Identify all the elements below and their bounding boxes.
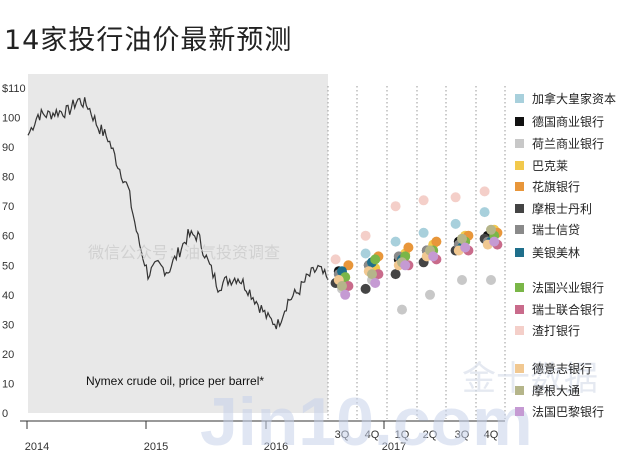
legend-label: 加拿大皇家资本	[532, 91, 616, 106]
forecast-point	[450, 218, 461, 229]
forecast-point	[428, 251, 439, 262]
forecast-point	[367, 269, 377, 280]
legend-label: 美银美林	[532, 246, 580, 260]
legend-label: 渣打银行	[532, 324, 580, 338]
legend-label: 德意志银行	[532, 361, 592, 376]
legend-label: 荷兰商业银行	[532, 136, 604, 151]
y-tick-label: 80	[2, 172, 14, 184]
x-axis: 2014 2015 2016 2017 3Q 4Q 1Q 2Q 3Q 4Q	[20, 420, 505, 453]
forecast-point	[457, 275, 467, 285]
legend-swatch	[515, 364, 524, 373]
forecast-point	[457, 233, 467, 244]
forecast-point	[418, 227, 429, 238]
forecast-point	[425, 289, 435, 300]
forecast-point	[450, 192, 461, 203]
forecast-point	[400, 260, 411, 271]
forecast-point	[360, 230, 371, 241]
legend-swatch	[515, 283, 524, 292]
forecast-point	[479, 207, 490, 218]
forecast-point	[486, 275, 496, 285]
quarter-tick-label: 4Q	[484, 429, 499, 441]
legend-label: 摩根士丹利	[532, 201, 592, 216]
year-tick-label: 2015	[144, 441, 168, 453]
forecast-point	[337, 281, 347, 291]
legend-swatch	[515, 248, 524, 257]
y-tick-label: 20	[2, 349, 14, 361]
forecast-points	[330, 186, 503, 315]
forecast-point	[330, 254, 341, 265]
history-price-line	[27, 97, 329, 330]
forecast-point	[370, 278, 381, 288]
wechat-watermark: 微信公众号：油气投资调查	[88, 243, 280, 262]
y-tick-label: 100	[2, 113, 20, 125]
forecast-point	[431, 236, 442, 247]
legend-swatch	[515, 305, 524, 314]
legend-label: 瑞士信贷	[532, 223, 580, 237]
jin10-cn-watermark: 金十数据	[462, 359, 598, 399]
y-tick-label: 40	[2, 290, 14, 302]
legend-swatch	[515, 225, 524, 234]
y-tick-label: 90	[2, 142, 14, 154]
year-tick-label: 2014	[25, 441, 49, 453]
forecast-point	[360, 283, 371, 294]
year-tick-label: 2016	[264, 441, 288, 453]
forecast-point	[370, 254, 381, 265]
jin10-watermark: Jin10.com	[200, 384, 533, 460]
legend-swatch	[515, 204, 524, 213]
chart-title: 14家投行油价最新预测	[4, 25, 293, 56]
legend-swatch	[515, 94, 524, 103]
legend-swatch	[515, 139, 524, 148]
legend-label: 瑞士联合银行	[532, 302, 604, 317]
legend: 加拿大皇家资本德国商业银行荷兰商业银行巴克莱花旗银行摩根士丹利瑞士信贷美银美林法…	[515, 91, 616, 419]
forecast-point	[486, 224, 496, 235]
y-tick-label: 70	[2, 201, 14, 213]
y-tick-label: 10	[2, 378, 14, 390]
forecast-point	[360, 248, 371, 259]
y-tick-label: 50	[2, 260, 14, 272]
quarter-tick-label: 2Q	[423, 429, 438, 441]
forecast-point	[390, 269, 401, 280]
y-tick-label: 0	[2, 408, 8, 420]
chart-annotation: Nymex crude oil, price per barrel*	[86, 374, 264, 388]
legend-label: 法国兴业银行	[532, 281, 604, 295]
y-tick-label: 60	[2, 231, 14, 243]
quarter-tick-label: 4Q	[365, 429, 380, 441]
forecast-point	[418, 195, 429, 206]
forecast-point	[340, 289, 351, 300]
forecast-point	[343, 260, 354, 271]
legend-label: 花旗银行	[532, 179, 580, 194]
forecast-point	[390, 236, 401, 247]
forecast-point	[403, 242, 414, 253]
quarter-tick-label: 3Q	[335, 429, 350, 441]
history-area	[28, 74, 328, 413]
forecast-point	[397, 304, 407, 315]
y-tick-label: 30	[2, 319, 14, 331]
legend-label: 法国巴黎银行	[532, 405, 604, 419]
legend-label: 摩根大通	[532, 383, 580, 398]
legend-swatch	[515, 117, 524, 126]
forecast-point	[489, 236, 500, 247]
quarter-tick-label: 1Q	[395, 429, 410, 441]
quarter-tick-label: 3Q	[455, 429, 470, 441]
legend-swatch	[515, 326, 524, 335]
legend-swatch	[515, 182, 524, 191]
forecast-gridlines	[327, 86, 506, 419]
y-axis: 0 10 20 30 40 50 60 70 80 90 100 $110	[2, 83, 26, 420]
forecast-point	[479, 186, 490, 197]
forecast-point	[390, 201, 401, 212]
legend-swatch	[515, 407, 524, 416]
forecast-point	[460, 242, 471, 253]
legend-label: 巴克莱	[532, 159, 568, 173]
legend-swatch	[515, 386, 524, 395]
y-tick-label: $110	[2, 83, 26, 95]
year-tick-label: 2017	[382, 441, 406, 453]
legend-swatch	[515, 161, 524, 170]
legend-label: 德国商业银行	[532, 114, 604, 129]
